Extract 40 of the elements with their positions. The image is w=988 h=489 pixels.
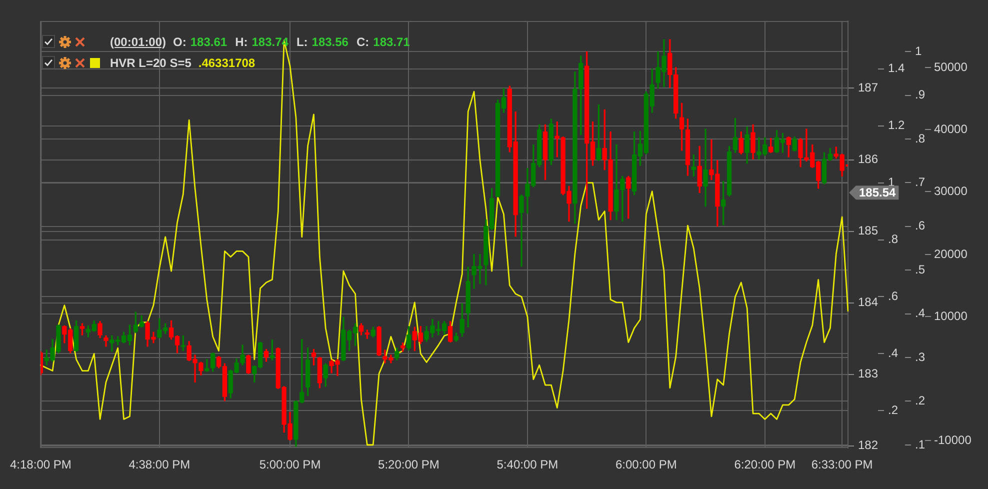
- x-tick-label: 6:00:00 PM: [615, 458, 677, 472]
- y2-tick-label: .6: [888, 289, 898, 304]
- x-tick-label: 5:40:00 PM: [496, 458, 558, 472]
- annotation: (00:01:00): [110, 34, 166, 48]
- x-tick-label: 4:18:00 PM: [10, 458, 72, 472]
- annotation: .46331708: [198, 56, 256, 70]
- text: -10000: [934, 432, 972, 447]
- y-tick-label: 182: [858, 438, 878, 452]
- y3-tick-label: .7: [915, 175, 926, 190]
- y-tick-label: 184: [858, 295, 878, 310]
- x-tick-label: 5:20:00 PM: [378, 458, 440, 472]
- x-tick-label: 6:33:00 PM: [811, 458, 873, 472]
- y3-tick-label: .9: [915, 88, 926, 102]
- y-tick-label: 186: [858, 152, 878, 166]
- y3-tick-label: .3: [915, 350, 926, 364]
- y-tick-label: 185: [858, 224, 878, 238]
- text: 40000: [934, 122, 968, 136]
- legend-label: HVR L=20 S=5: [110, 56, 192, 70]
- y3-tick-label: .6: [915, 218, 926, 233]
- candlestick: [703, 128, 708, 207]
- y3-tick-label: .8: [915, 131, 926, 146]
- x-tick-label: 4:38:00 PM: [128, 458, 190, 472]
- text: 20000: [934, 246, 968, 261]
- y3-tick-label: .4: [915, 306, 926, 320]
- y2-tick-label: 1.4: [888, 61, 906, 76]
- x-tick-label: 6:20:00 PM: [734, 458, 796, 472]
- y2-tick-label: 1.2: [888, 118, 906, 132]
- y3-tick-label: .5: [915, 262, 926, 276]
- y2-tick-label: .4: [888, 346, 898, 360]
- text: 10000: [934, 308, 968, 323]
- text: 50000: [934, 60, 968, 74]
- y3-tick-label: 1: [915, 44, 922, 58]
- y-tick-label: 183: [858, 366, 878, 381]
- x-tick-label: 5:00:00 PM: [259, 458, 321, 472]
- y2-tick-label: .8: [888, 232, 898, 246]
- y2-tick-label: .2: [888, 402, 898, 417]
- y-tick-label: 187: [858, 80, 878, 95]
- text: 30000: [934, 184, 968, 198]
- y3-tick-label: .1: [915, 437, 926, 452]
- y3-tick-label: .2: [915, 394, 926, 408]
